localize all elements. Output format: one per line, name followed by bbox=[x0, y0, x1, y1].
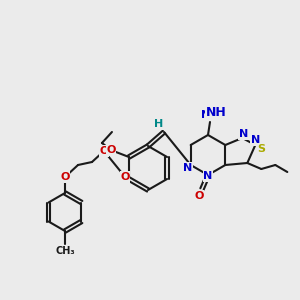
Text: O: O bbox=[120, 172, 130, 182]
Text: N: N bbox=[203, 171, 213, 181]
Text: N: N bbox=[251, 135, 260, 145]
Text: N: N bbox=[239, 129, 248, 139]
Text: NH: NH bbox=[201, 110, 219, 120]
Text: O: O bbox=[99, 146, 109, 156]
Text: CH₃: CH₃ bbox=[55, 246, 75, 256]
Text: S: S bbox=[257, 144, 265, 154]
Text: O: O bbox=[194, 191, 204, 201]
Text: O: O bbox=[60, 172, 70, 182]
Text: NH: NH bbox=[206, 106, 226, 119]
Text: O: O bbox=[106, 145, 116, 155]
Text: N: N bbox=[183, 163, 192, 173]
Text: H: H bbox=[212, 110, 220, 120]
Text: H: H bbox=[154, 119, 164, 129]
